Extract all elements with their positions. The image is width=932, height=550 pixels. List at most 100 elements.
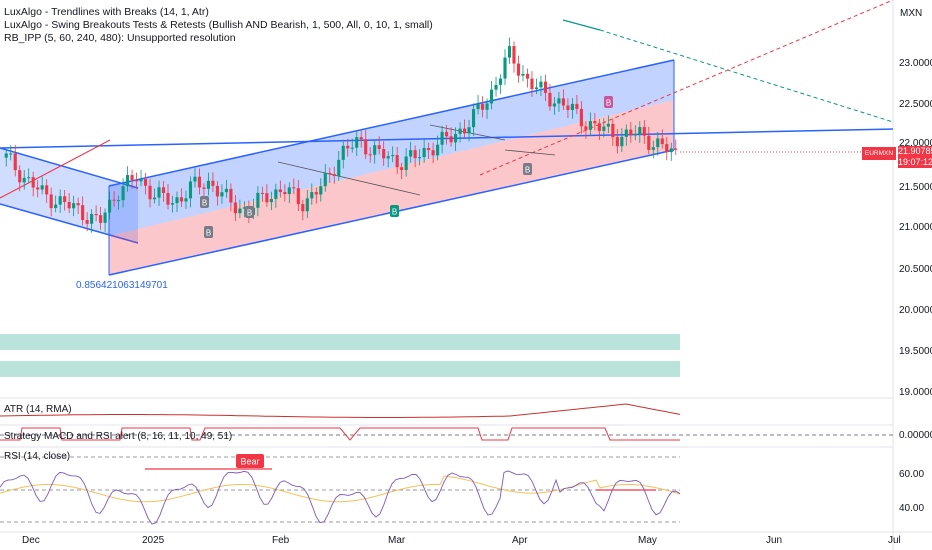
- price-tick: 20.50000: [899, 264, 932, 275]
- candle-body: [206, 180, 211, 189]
- rsi-tick: 60.00: [899, 469, 924, 480]
- candle-body: [90, 213, 94, 224]
- candle-body: [633, 134, 637, 136]
- candle-body: [121, 186, 125, 201]
- indicator-legend-1[interactable]: LuxAlgo - Trendlines with Breaks (14, 1,…: [4, 6, 209, 18]
- candle-body: [512, 46, 516, 64]
- candle-body: [462, 128, 467, 134]
- candle-body: [260, 192, 264, 194]
- trendline-green-dashed: [599, 29, 894, 123]
- candle-body: [274, 189, 278, 199]
- time-label: Feb: [272, 535, 290, 546]
- candle-body: [570, 103, 574, 110]
- candle-body: [624, 129, 628, 137]
- bull-markers: B B B B B B: [200, 96, 613, 238]
- candle-body: [27, 177, 31, 179]
- candle-body: [355, 137, 359, 148]
- candle-body: [557, 98, 561, 104]
- candle-body: [400, 167, 404, 170]
- bull-marker-text: B: [247, 209, 252, 218]
- rsi-line: [0, 470, 681, 525]
- candle-body: [440, 131, 444, 145]
- candle-body: [292, 187, 296, 189]
- candle-body: [108, 199, 112, 213]
- candle-body: [4, 153, 8, 158]
- channel-main-upper: [108, 59, 675, 187]
- symbol-tag: EURMXN: [862, 147, 896, 160]
- candle-body: [539, 81, 543, 88]
- atr-legend[interactable]: ATR (14, RMA): [4, 404, 72, 415]
- candle-body: [337, 159, 341, 176]
- candle-body: [175, 197, 179, 204]
- candle-body: [134, 179, 139, 182]
- current-price-tag: 21.90785: [898, 146, 932, 157]
- candle-body: [489, 89, 494, 104]
- candle-body: [202, 187, 206, 189]
- candle-body: [507, 46, 512, 58]
- rsi-tick: 40.00: [899, 503, 924, 514]
- candle-body: [117, 200, 121, 202]
- currency-label[interactable]: MXN: [900, 8, 923, 19]
- strategy-legend[interactable]: Strategy MACD and RSI alert (8, 16, 11, …: [4, 431, 233, 442]
- bull-marker: [390, 205, 399, 217]
- price-tick: 23.00000: [899, 58, 932, 69]
- candle-body: [373, 145, 377, 155]
- candle-body: [99, 215, 103, 223]
- rsi-legend[interactable]: RSI (14, close): [4, 451, 71, 462]
- fib-annotation: 0.856421063149701: [76, 280, 168, 291]
- candle-body: [188, 181, 193, 199]
- price-tick: 19.50000: [899, 346, 932, 357]
- price-tick: 21.50000: [899, 182, 932, 193]
- candle-body: [242, 207, 246, 209]
- indicator-legend-2[interactable]: LuxAlgo - Swing Breakouts Tests & Retest…: [4, 19, 433, 31]
- candle-body: [629, 129, 633, 136]
- candle-body: [143, 179, 148, 186]
- candle-body: [139, 179, 143, 182]
- price-tick: 21.00000: [899, 222, 932, 233]
- candle-body: [642, 127, 646, 136]
- candle-body: [211, 180, 215, 186]
- candle-body: [476, 103, 480, 110]
- candle-body: [638, 127, 642, 135]
- candle-body: [9, 153, 13, 155]
- trendline-red-early: [0, 139, 111, 199]
- candle-body: [36, 187, 40, 190]
- candle-body: [445, 131, 449, 137]
- candle-body: [436, 144, 440, 156]
- candle-body: [305, 198, 309, 212]
- candle-body: [647, 135, 651, 150]
- candle-body: [81, 205, 85, 221]
- rsi-ma-line: [0, 475, 681, 503]
- indicator-legend-3[interactable]: RB_IPP (5, 60, 240, 480): Unsupported re…: [4, 32, 236, 44]
- candle-body: [45, 185, 49, 195]
- countdown-tag: 19:07:12: [898, 157, 932, 168]
- candle-body: [13, 153, 17, 171]
- channel-left-upper: [0, 147, 139, 189]
- candle-body: [656, 138, 660, 148]
- bull-marker-text: B: [525, 166, 530, 175]
- candle-body: [422, 147, 426, 158]
- candle-body: [148, 185, 152, 200]
- channel-main-red-fill: [109, 100, 674, 275]
- time-label: May: [638, 535, 657, 546]
- bull-marker: [200, 196, 209, 208]
- candle-body: [566, 105, 570, 110]
- candle-body: [377, 145, 381, 150]
- candle-body: [593, 121, 597, 124]
- candle-body: [597, 123, 601, 131]
- candle-body: [85, 220, 89, 224]
- candle-body: [40, 185, 44, 190]
- candle-body: [328, 172, 332, 175]
- strategy-tick: 0.00000: [899, 430, 932, 441]
- candle-body: [215, 185, 220, 197]
- time-label: Mar: [388, 535, 406, 546]
- candle-body: [58, 196, 62, 205]
- bull-marker-text: B: [206, 229, 211, 238]
- candle-body: [130, 175, 134, 180]
- price-tick: 19.00000: [899, 387, 932, 398]
- time-label: Jul: [888, 535, 901, 546]
- candle-body: [413, 150, 417, 159]
- candle-body: [269, 198, 273, 203]
- candle-body: [449, 136, 453, 143]
